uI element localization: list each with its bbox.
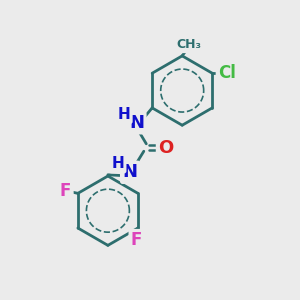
Text: N: N (123, 163, 138, 181)
Text: N: N (129, 114, 144, 132)
Text: O: O (158, 139, 174, 157)
Text: H: H (118, 106, 130, 122)
Text: F: F (60, 182, 71, 200)
Text: F: F (131, 231, 142, 249)
Text: CH₃: CH₃ (177, 38, 202, 51)
Text: Cl: Cl (218, 64, 236, 82)
Text: H: H (111, 156, 124, 171)
